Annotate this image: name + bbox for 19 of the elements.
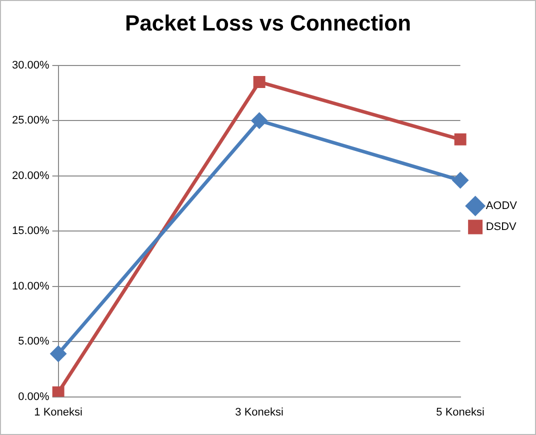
y-tick-label: 0.00% xyxy=(18,390,50,403)
chart-title: Packet Loss vs Connection xyxy=(124,10,412,36)
point xyxy=(52,386,64,397)
point xyxy=(253,76,266,88)
point xyxy=(454,133,466,146)
point xyxy=(452,172,468,188)
y-tick-label: 15.00% xyxy=(12,225,50,238)
x-tick-label: 5 Koneksi xyxy=(436,406,484,418)
x-tick-label: 1 Koneksi xyxy=(34,406,82,418)
y-tick-label: 25.00% xyxy=(12,114,50,127)
y-tick-label: 10.00% xyxy=(12,280,50,292)
y-tick-label: 5.00% xyxy=(18,336,50,348)
y-tick-label: 30.00% xyxy=(12,59,50,72)
point xyxy=(50,346,66,362)
point xyxy=(252,112,268,128)
legend-label: AODV xyxy=(486,200,518,212)
x-tick-label: 3 Koneksi xyxy=(235,406,284,418)
legend-label: DSDV xyxy=(486,221,518,234)
y-tick-label: 20.00% xyxy=(12,170,50,182)
